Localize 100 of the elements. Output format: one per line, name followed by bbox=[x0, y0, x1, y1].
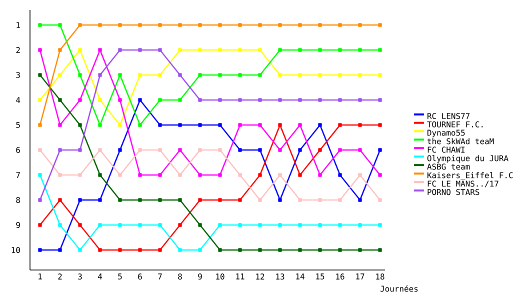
point bbox=[78, 223, 82, 227]
point bbox=[298, 198, 302, 202]
point bbox=[78, 123, 82, 127]
point bbox=[118, 98, 122, 102]
point bbox=[218, 148, 222, 152]
point bbox=[258, 173, 262, 177]
point bbox=[358, 73, 362, 77]
point bbox=[378, 148, 382, 152]
point bbox=[298, 98, 302, 102]
point bbox=[138, 198, 142, 202]
point bbox=[258, 73, 262, 77]
point bbox=[98, 123, 102, 127]
point bbox=[278, 248, 282, 252]
point bbox=[218, 123, 222, 127]
point bbox=[58, 98, 62, 102]
point bbox=[38, 173, 42, 177]
point bbox=[138, 148, 142, 152]
point bbox=[238, 173, 242, 177]
point bbox=[58, 73, 62, 77]
point bbox=[198, 98, 202, 102]
point bbox=[318, 223, 322, 227]
point bbox=[238, 123, 242, 127]
point bbox=[278, 48, 282, 52]
point bbox=[378, 123, 382, 127]
point bbox=[118, 23, 122, 27]
point bbox=[98, 148, 102, 152]
point bbox=[238, 73, 242, 77]
point bbox=[258, 148, 262, 152]
point bbox=[358, 173, 362, 177]
point bbox=[318, 23, 322, 27]
point bbox=[118, 73, 122, 77]
point bbox=[178, 123, 182, 127]
point bbox=[38, 48, 42, 52]
point bbox=[178, 48, 182, 52]
point bbox=[278, 198, 282, 202]
point bbox=[118, 223, 122, 227]
point bbox=[198, 73, 202, 77]
point bbox=[38, 123, 42, 127]
point bbox=[338, 73, 342, 77]
point bbox=[218, 248, 222, 252]
point bbox=[278, 123, 282, 127]
point bbox=[218, 98, 222, 102]
point bbox=[318, 123, 322, 127]
point bbox=[158, 248, 162, 252]
point bbox=[138, 98, 142, 102]
point bbox=[278, 98, 282, 102]
point bbox=[298, 248, 302, 252]
point bbox=[118, 148, 122, 152]
point bbox=[118, 173, 122, 177]
point bbox=[318, 198, 322, 202]
point bbox=[278, 173, 282, 177]
point bbox=[98, 198, 102, 202]
point bbox=[338, 48, 342, 52]
point bbox=[118, 123, 122, 127]
point bbox=[318, 48, 322, 52]
point bbox=[138, 123, 142, 127]
point bbox=[158, 198, 162, 202]
point bbox=[198, 123, 202, 127]
point bbox=[98, 248, 102, 252]
point bbox=[258, 198, 262, 202]
point bbox=[58, 198, 62, 202]
point bbox=[298, 73, 302, 77]
point bbox=[378, 173, 382, 177]
point bbox=[158, 123, 162, 127]
point bbox=[198, 23, 202, 27]
point bbox=[338, 98, 342, 102]
point bbox=[198, 48, 202, 52]
point bbox=[58, 173, 62, 177]
point bbox=[158, 98, 162, 102]
point bbox=[258, 98, 262, 102]
point bbox=[78, 198, 82, 202]
point bbox=[138, 73, 142, 77]
point bbox=[338, 23, 342, 27]
point bbox=[338, 248, 342, 252]
point bbox=[258, 248, 262, 252]
point bbox=[218, 173, 222, 177]
point bbox=[318, 248, 322, 252]
point bbox=[318, 98, 322, 102]
point bbox=[138, 223, 142, 227]
point bbox=[318, 173, 322, 177]
point bbox=[118, 48, 122, 52]
point bbox=[98, 48, 102, 52]
point bbox=[358, 123, 362, 127]
point bbox=[58, 223, 62, 227]
point bbox=[198, 248, 202, 252]
point bbox=[378, 198, 382, 202]
point bbox=[158, 223, 162, 227]
point bbox=[278, 223, 282, 227]
point bbox=[78, 48, 82, 52]
point bbox=[158, 48, 162, 52]
point bbox=[358, 198, 362, 202]
point bbox=[198, 148, 202, 152]
point bbox=[78, 98, 82, 102]
point bbox=[258, 23, 262, 27]
point bbox=[178, 248, 182, 252]
point bbox=[218, 73, 222, 77]
point bbox=[238, 98, 242, 102]
point bbox=[58, 148, 62, 152]
point bbox=[138, 23, 142, 27]
point bbox=[178, 198, 182, 202]
